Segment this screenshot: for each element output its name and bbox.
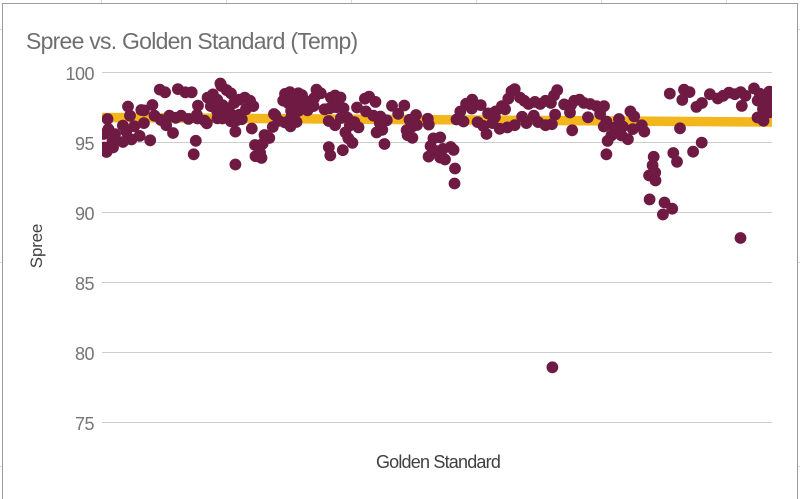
svg-text:75: 75 — [75, 414, 95, 434]
svg-text:Golden Standard: Golden Standard — [376, 452, 500, 472]
svg-text:95: 95 — [75, 134, 95, 154]
svg-text:85: 85 — [75, 274, 95, 294]
svg-text:100: 100 — [65, 64, 94, 84]
svg-text:80: 80 — [75, 344, 95, 364]
svg-text:90: 90 — [75, 204, 95, 224]
svg-text:Spree: Spree — [27, 224, 46, 268]
